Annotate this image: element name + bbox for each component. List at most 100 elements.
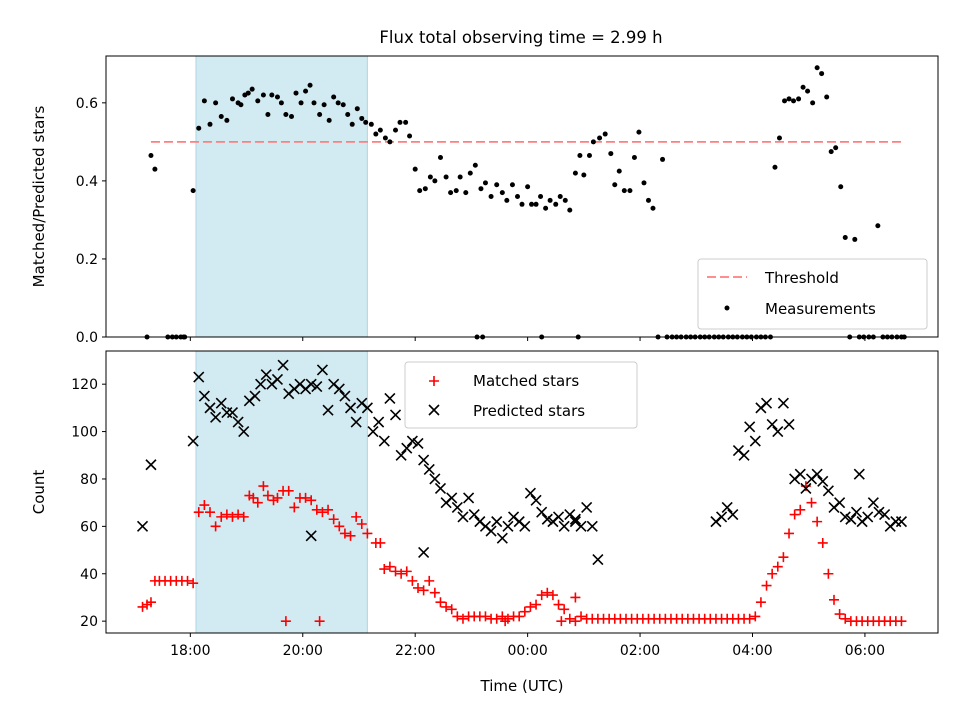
x-tick-label: 18:00 xyxy=(170,643,210,659)
measurement-point xyxy=(427,174,433,180)
measurement-point xyxy=(467,170,473,176)
legend-threshold-label: Threshold xyxy=(764,269,839,287)
predicted-stars-point xyxy=(468,508,480,521)
matched-stars-point xyxy=(525,601,536,612)
matched-stars-point xyxy=(446,604,457,615)
predicted-stars-point xyxy=(406,435,418,447)
matched-stars-point xyxy=(289,502,300,513)
predicted-stars-point xyxy=(541,513,553,525)
measurement-point xyxy=(833,145,839,151)
predicted-stars-point xyxy=(716,511,728,523)
measurement-point xyxy=(293,90,299,96)
predicted-stars-point xyxy=(446,492,458,504)
predicted-stars-point xyxy=(215,397,227,409)
measurement-point xyxy=(828,149,834,155)
measurement-point xyxy=(363,119,369,125)
x-tick-label: 02:00 xyxy=(620,643,660,659)
predicted-stars-point xyxy=(794,468,806,480)
matched-stars-point xyxy=(418,585,429,596)
measurement-point xyxy=(148,153,154,159)
predicted-stars-point xyxy=(260,369,272,381)
measurement-point xyxy=(249,86,255,92)
matched-stars-point xyxy=(559,604,570,615)
measurement-point xyxy=(331,94,337,100)
top-panel: 0.0 0.2 0.4 0.6 Matched/Predicted stars Thres… xyxy=(30,55,939,346)
measurement-point xyxy=(317,112,323,118)
predicted-stars-point xyxy=(434,482,447,495)
measurement-point xyxy=(224,117,230,123)
y-axis-label: Matched/Predicted stars xyxy=(30,106,48,288)
matched-stars-point xyxy=(519,606,530,617)
matched-stars-point xyxy=(345,530,356,541)
matched-stars-point xyxy=(424,575,435,586)
matched-stars-point xyxy=(210,521,221,532)
predicted-stars-point xyxy=(198,390,210,402)
measurement-point xyxy=(387,139,393,145)
matched-stars-point xyxy=(755,597,766,608)
predicted-stars-point xyxy=(429,473,441,485)
predicted-stars-point xyxy=(853,468,865,480)
x-tick-label: 20:00 xyxy=(283,643,323,659)
measurement-point xyxy=(377,127,383,133)
measurement-point xyxy=(283,112,289,118)
predicted-stars-point xyxy=(783,418,795,431)
predicted-stars-point xyxy=(361,402,373,414)
observing-window-shade xyxy=(195,55,368,338)
legend-predicted-swatch xyxy=(428,404,440,416)
measurement-point xyxy=(368,121,374,127)
matched-stars-point xyxy=(413,582,423,593)
matched-stars-point xyxy=(379,564,390,575)
matched-stars-point xyxy=(772,561,783,572)
measurement-point xyxy=(373,131,379,137)
measurement-point xyxy=(218,113,224,119)
measurement-point xyxy=(238,102,244,108)
predicted-stars-point xyxy=(581,501,593,513)
predicted-stars-point xyxy=(502,520,514,532)
matched-stars-point xyxy=(542,587,553,598)
measurement-point xyxy=(307,82,313,88)
predicted-stars-point xyxy=(738,449,750,461)
measurement-point xyxy=(274,94,280,100)
predicted-stars-point xyxy=(772,426,784,438)
predicted-stars-point xyxy=(344,402,357,414)
legend-box xyxy=(404,361,638,429)
matched-stars-point xyxy=(221,509,232,520)
measurement-point xyxy=(345,112,351,118)
measurement-point xyxy=(397,119,403,125)
y-tick-label: 0.4 xyxy=(76,174,98,190)
predicted-stars-point xyxy=(350,416,362,428)
predicted-stars-point xyxy=(418,546,430,558)
measurement-point xyxy=(636,129,642,135)
measurement-point xyxy=(326,117,332,123)
measurement-point xyxy=(463,190,469,196)
measurement-point xyxy=(800,84,806,90)
measurement-point xyxy=(590,139,596,145)
measurement-point xyxy=(321,102,327,108)
predicted-stars-point xyxy=(817,475,829,487)
measurement-point xyxy=(207,121,213,127)
measurement-point xyxy=(553,201,559,207)
matched-stars-point xyxy=(407,575,418,586)
measurement-point xyxy=(660,156,666,162)
predicted-stars-point xyxy=(457,511,469,523)
measurement-point xyxy=(621,188,627,194)
measurement-point xyxy=(269,92,275,98)
measurement-point xyxy=(472,162,478,168)
matched-stars-point xyxy=(356,518,367,529)
legend-box xyxy=(697,258,928,330)
measurement-point xyxy=(393,127,399,133)
predicted-stars-point xyxy=(569,513,581,525)
predicted-stars-point xyxy=(367,426,379,438)
matched-stars-point xyxy=(238,511,249,522)
measurement-point xyxy=(349,121,355,127)
matched-stars-point xyxy=(480,611,491,622)
matched-stars-point xyxy=(500,616,511,627)
predicted-stars-point xyxy=(384,392,396,404)
measurement-point xyxy=(478,186,484,192)
predicted-stars-point xyxy=(277,359,289,371)
matched-stars-point xyxy=(536,590,547,601)
predicted-stars-point xyxy=(226,407,239,419)
measurement-point xyxy=(581,172,587,178)
y-axis-label: Count xyxy=(30,470,48,515)
predicted-stars-point xyxy=(834,497,846,509)
